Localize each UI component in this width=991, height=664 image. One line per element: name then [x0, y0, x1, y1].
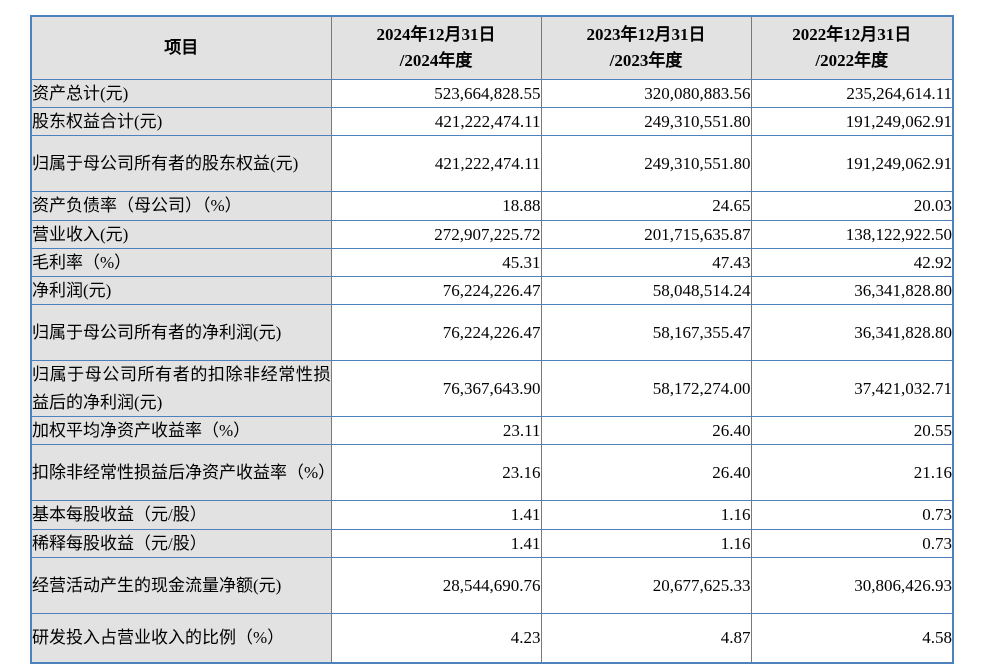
row-label: 扣除非经常性损益后净资产收益率（%）: [30, 444, 332, 502]
cell-2022: 191,249,062.91: [750, 107, 954, 137]
cell-2024: 23.16: [330, 444, 542, 502]
cell-2024: 1.41: [330, 500, 542, 530]
cell-2022: 20.55: [750, 416, 954, 446]
table-row-operating-cash-flow: 经营活动产生的现金流量净额(元) 28,544,690.76 20,677,62…: [30, 556, 954, 614]
header-period-2024-date: 2024年12月31日: [376, 24, 496, 44]
row-label: 股东权益合计(元): [30, 107, 332, 137]
cell-2023: 249,310,551.80: [540, 135, 752, 193]
row-label: 基本每股收益（元/股）: [30, 500, 332, 530]
header-period-2023: 2023年12月31日 /2023年度: [540, 15, 752, 80]
row-label: 归属于母公司所有者的股东权益(元): [30, 135, 332, 193]
cell-2023: 201,715,635.87: [540, 219, 752, 249]
cell-2024: 76,367,643.90: [330, 360, 542, 418]
table-row-net-profit-attributable-to-parent: 归属于母公司所有者的净利润(元) 76,224,226.47 58,167,35…: [30, 304, 954, 362]
table-row-roe-excl-nonrecurring: 扣除非经常性损益后净资产收益率（%） 23.16 26.40 21.16: [30, 444, 954, 502]
header-period-2024-year: /2024年度: [399, 51, 473, 70]
cell-2024: 76,224,226.47: [330, 275, 542, 306]
table-row-weighted-avg-roe: 加权平均净资产收益率（%） 23.11 26.40 20.55: [30, 416, 954, 446]
cell-2022: 42.92: [750, 247, 954, 277]
table-row-basic-eps: 基本每股收益（元/股） 1.41 1.16 0.73: [30, 500, 954, 530]
cell-2024: 23.11: [330, 416, 542, 446]
cell-2022: 0.73: [750, 500, 954, 530]
row-label: 净利润(元): [30, 275, 332, 306]
header-period-2022-year: /2022年度: [815, 51, 889, 70]
table-row-debt-ratio: 资产负债率（母公司）（%） 18.88 24.65 20.03: [30, 191, 954, 221]
cell-2022: 36,341,828.80: [750, 304, 954, 362]
table-row-rd-expense-ratio: 研发投入占营业收入的比例（%） 4.23 4.87 4.58: [30, 612, 954, 664]
cell-2022: 36,341,828.80: [750, 275, 954, 306]
cell-2023: 26.40: [540, 416, 752, 446]
cell-2024: 76,224,226.47: [330, 304, 542, 362]
row-label: 归属于母公司所有者的净利润(元): [30, 304, 332, 362]
cell-2022: 37,421,032.71: [750, 360, 954, 418]
cell-2023: 4.87: [540, 612, 752, 664]
table-row-gross-margin: 毛利率（%） 45.31 47.43 42.92: [30, 247, 954, 277]
row-label: 毛利率（%）: [30, 247, 332, 277]
row-label: 营业收入(元): [30, 219, 332, 249]
header-period-2023-date: 2023年12月31日: [586, 24, 706, 44]
header-period-2023-year: /2023年度: [609, 51, 683, 70]
cell-2023: 320,080,883.56: [540, 78, 752, 109]
row-label: 归属于母公司所有者的扣除非经常性损益后的净利润(元): [30, 360, 332, 418]
row-label: 加权平均净资产收益率（%）: [30, 416, 332, 446]
header-item: 项目: [30, 15, 332, 80]
cell-2024: 523,664,828.55: [330, 78, 542, 109]
cell-2023: 58,172,274.00: [540, 360, 752, 418]
cell-2022: 30,806,426.93: [750, 556, 954, 614]
cell-2024: 421,222,474.11: [330, 107, 542, 137]
header-period-2022: 2022年12月31日 /2022年度: [750, 15, 954, 80]
cell-2023: 249,310,551.80: [540, 107, 752, 137]
financial-summary: 项目 2024年12月31日 /2024年度 2023年12月31日 /2023…: [30, 15, 954, 664]
table-row-equity-attributable-to-parent: 归属于母公司所有者的股东权益(元) 421,222,474.11 249,310…: [30, 135, 954, 193]
cell-2022: 191,249,062.91: [750, 135, 954, 193]
cell-2022: 235,264,614.11: [750, 78, 954, 109]
cell-2024: 4.23: [330, 612, 542, 664]
cell-2022: 138,122,922.50: [750, 219, 954, 249]
cell-2024: 421,222,474.11: [330, 135, 542, 193]
header-row: 项目 2024年12月31日 /2024年度 2023年12月31日 /2023…: [30, 15, 954, 80]
table-row-total-assets: 资产总计(元) 523,664,828.55 320,080,883.56 23…: [30, 78, 954, 109]
cell-2023: 58,048,514.24: [540, 275, 752, 306]
row-label: 经营活动产生的现金流量净额(元): [30, 556, 332, 614]
cell-2024: 45.31: [330, 247, 542, 277]
cell-2023: 47.43: [540, 247, 752, 277]
cell-2022: 4.58: [750, 612, 954, 664]
row-label: 稀释每股收益（元/股）: [30, 528, 332, 558]
cell-2023: 1.16: [540, 500, 752, 530]
cell-2024: 1.41: [330, 528, 542, 558]
cell-2024: 18.88: [330, 191, 542, 221]
cell-2022: 20.03: [750, 191, 954, 221]
header-period-2022-date: 2022年12月31日: [792, 24, 912, 44]
table-row-net-profit-excl-nonrecurring: 归属于母公司所有者的扣除非经常性损益后的净利润(元) 76,367,643.90…: [30, 360, 954, 418]
cell-2024: 28,544,690.76: [330, 556, 542, 614]
cell-2022: 21.16: [750, 444, 954, 502]
row-label: 研发投入占营业收入的比例（%）: [30, 612, 332, 664]
cell-2023: 24.65: [540, 191, 752, 221]
row-label: 资产总计(元): [30, 78, 332, 109]
table-row-net-profit: 净利润(元) 76,224,226.47 58,048,514.24 36,34…: [30, 275, 954, 306]
cell-2023: 26.40: [540, 444, 752, 502]
cell-2022: 0.73: [750, 528, 954, 558]
table-row-operating-revenue: 营业收入(元) 272,907,225.72 201,715,635.87 13…: [30, 219, 954, 249]
cell-2024: 272,907,225.72: [330, 219, 542, 249]
table-row-diluted-eps: 稀释每股收益（元/股） 1.41 1.16 0.73: [30, 528, 954, 558]
cell-2023: 20,677,625.33: [540, 556, 752, 614]
table-row-total-equity: 股东权益合计(元) 421,222,474.11 249,310,551.80 …: [30, 107, 954, 137]
row-label: 资产负债率（母公司）（%）: [30, 191, 332, 221]
cell-2023: 1.16: [540, 528, 752, 558]
header-period-2024: 2024年12月31日 /2024年度: [330, 15, 542, 80]
financial-summary-table: 项目 2024年12月31日 /2024年度 2023年12月31日 /2023…: [30, 15, 954, 664]
cell-2023: 58,167,355.47: [540, 304, 752, 362]
